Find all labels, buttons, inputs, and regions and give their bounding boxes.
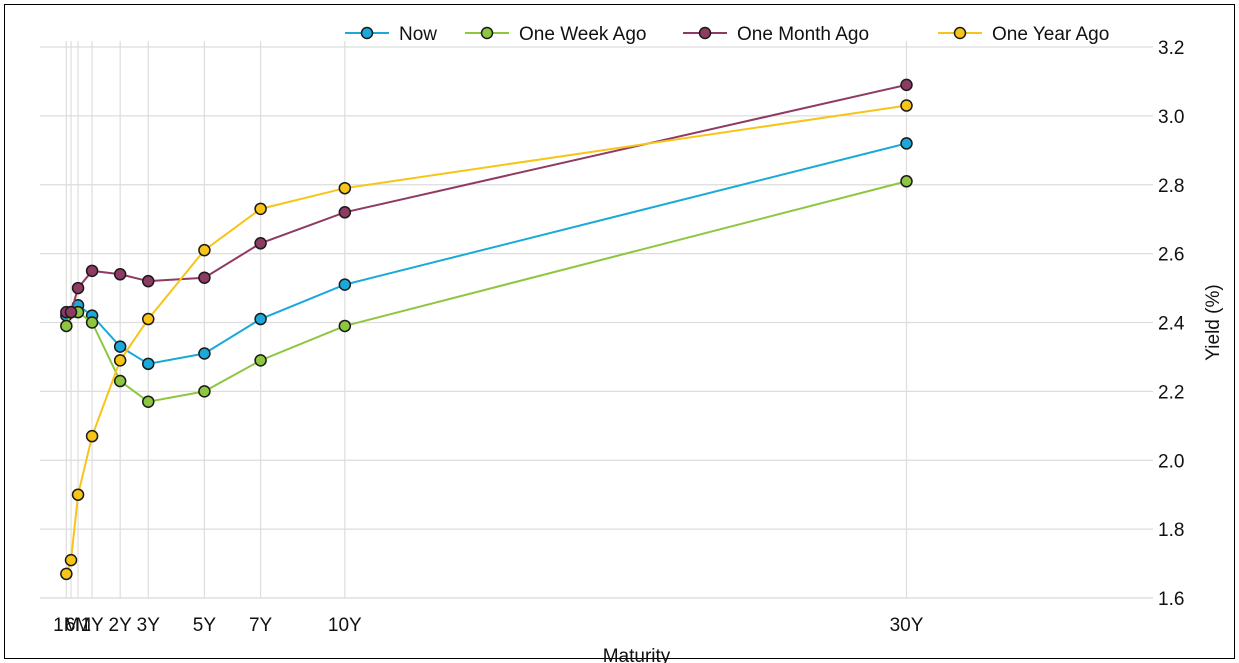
data-point [199, 348, 210, 359]
data-point [66, 307, 77, 318]
y-tick-label: 3.0 [1158, 107, 1184, 128]
legend-label: Now [399, 24, 437, 45]
x-tick-label: 5Y [193, 615, 217, 636]
legend-item: One Year Ago [938, 24, 1109, 45]
series-line [66, 181, 906, 401]
data-point [901, 176, 912, 187]
y-tick-label: 3.2 [1158, 38, 1184, 59]
data-point [73, 489, 84, 500]
data-point [199, 272, 210, 283]
data-point [143, 358, 154, 369]
data-point [255, 238, 266, 249]
data-point [255, 314, 266, 325]
legend-item: Now [345, 24, 437, 45]
data-point [339, 279, 350, 290]
legend-label: One Year Ago [992, 24, 1109, 45]
data-point [901, 100, 912, 111]
data-point [115, 269, 126, 280]
x-tick-label: 10Y [328, 615, 362, 636]
x-tick-label: 2Y [109, 615, 133, 636]
grid [40, 41, 1153, 598]
data-point [255, 203, 266, 214]
series-line [66, 85, 906, 312]
data-point [339, 320, 350, 331]
legend-marker [482, 28, 493, 39]
data-point [87, 265, 98, 276]
data-point [115, 376, 126, 387]
data-point [143, 396, 154, 407]
legend-marker [955, 28, 966, 39]
y-tick-label: 2.4 [1158, 314, 1185, 335]
y-axis-title: Yield (%) [1203, 284, 1224, 360]
legend-marker [700, 28, 711, 39]
y-tick-label: 2.2 [1158, 382, 1184, 403]
data-point [73, 283, 84, 294]
x-axis-title: Maturity [603, 646, 671, 663]
x-tick-label: 30Y [890, 615, 924, 636]
y-tick-label: 1.6 [1158, 589, 1184, 610]
data-point [115, 355, 126, 366]
series-layer [61, 79, 912, 579]
legend: Now One Week Ago One Month Ago One Year Ago [345, 24, 1109, 45]
data-point [115, 341, 126, 352]
data-point [339, 183, 350, 194]
x-tick-label: 1Y [80, 615, 104, 636]
y-tick-label: 2.0 [1158, 451, 1184, 472]
data-point [87, 317, 98, 328]
data-point [87, 431, 98, 442]
legend-label: One Week Ago [519, 24, 646, 45]
series-one-week-ago [61, 176, 912, 407]
y-tick-label: 1.8 [1158, 520, 1184, 541]
legend-item: One Month Ago [683, 24, 869, 45]
data-point [61, 320, 72, 331]
legend-label: One Month Ago [737, 24, 869, 45]
data-point [143, 276, 154, 287]
data-point [61, 568, 72, 579]
data-point [143, 314, 154, 325]
y-tick-label: 2.6 [1158, 245, 1184, 266]
y-tick-label: 2.8 [1158, 176, 1184, 197]
x-tick-label: 3Y [137, 615, 161, 636]
data-point [255, 355, 266, 366]
data-point [66, 555, 77, 566]
legend-item: One Week Ago [465, 24, 646, 45]
data-point [199, 245, 210, 256]
legend-marker [362, 28, 373, 39]
data-point [199, 386, 210, 397]
data-point [901, 79, 912, 90]
data-point [339, 207, 350, 218]
data-point [901, 138, 912, 149]
series-one-year-ago [61, 100, 912, 579]
y-axis-ticks: 1.6 1.8 2.0 2.2 2.4 2.6 2.8 3.0 3.2 [1158, 38, 1185, 610]
series-one-month-ago [61, 79, 912, 317]
x-tick-label: 7Y [249, 615, 273, 636]
